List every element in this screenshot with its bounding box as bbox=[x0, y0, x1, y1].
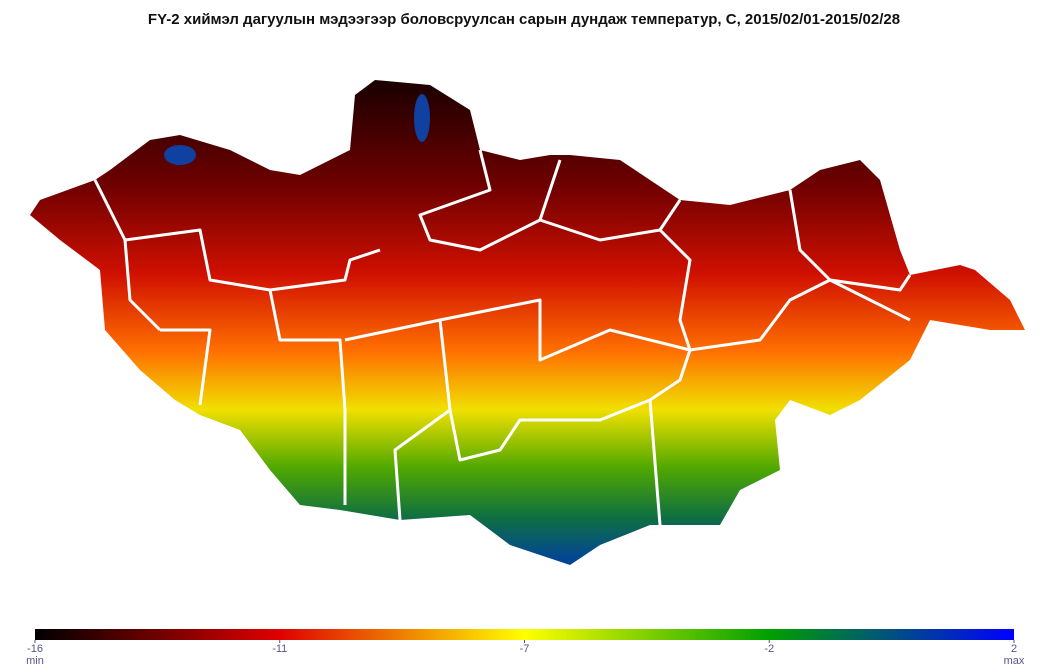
colorbar-tick-label: -7 bbox=[520, 643, 530, 655]
lake bbox=[164, 145, 196, 165]
region-border bbox=[829, 278, 911, 322]
colorbar bbox=[35, 629, 1014, 640]
region-border bbox=[648, 399, 662, 526]
region-border bbox=[658, 228, 692, 351]
land bbox=[30, 80, 1025, 565]
colorbar-min-label: min bbox=[26, 655, 44, 666]
colorbar-max-label: max bbox=[1004, 655, 1025, 666]
lake bbox=[414, 94, 430, 142]
map-title: FY-2 хиймэл дагуулын мэдээгээр боловсруу… bbox=[148, 11, 900, 28]
region-border bbox=[539, 199, 682, 242]
region-border bbox=[439, 278, 831, 362]
region-border bbox=[448, 349, 692, 462]
region-border bbox=[160, 328, 212, 406]
colorbar-tick-label: -11 bbox=[272, 643, 287, 655]
colorbar-tick-label: -16 bbox=[27, 643, 43, 655]
region-border bbox=[268, 289, 347, 505]
colorbar-tick-label: -2 bbox=[764, 643, 774, 655]
country-map bbox=[30, 80, 1025, 565]
region-border bbox=[93, 179, 162, 332]
colorbar-tick-label: 2 bbox=[1011, 643, 1017, 655]
